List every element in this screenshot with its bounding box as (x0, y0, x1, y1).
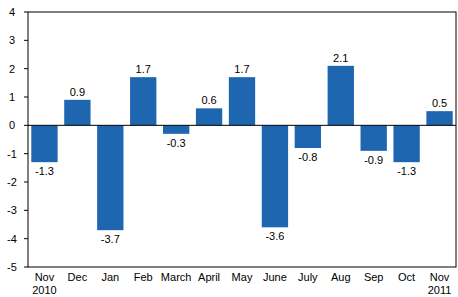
data-label: -1.3 (397, 165, 416, 177)
data-label: 1.7 (136, 63, 151, 75)
bar (393, 125, 419, 162)
x-tick-label: Aug (331, 271, 351, 283)
chart: -5 -4 -3 -2 -1 0 1 2 3 4 -1.3 0.9 -3.7 1.7 -0.3 0.6 1.7 -… (0, 0, 458, 297)
data-label: -3.6 (265, 230, 284, 242)
bar (163, 125, 189, 134)
y-tick (24, 40, 28, 41)
y-tick-label: -3 (7, 204, 17, 216)
y-tick (24, 68, 28, 69)
bar (328, 66, 354, 126)
x-tick-label: Oct (398, 271, 415, 283)
x-tick-label: Jan (101, 271, 119, 283)
data-label: 1.7 (234, 63, 249, 75)
data-label: -0.3 (167, 137, 186, 149)
bar (229, 77, 255, 125)
x-tick-label: Sep (364, 271, 384, 283)
y-tick-label: -4 (7, 233, 17, 245)
x-tick-label: Dec (68, 271, 88, 283)
bar (196, 108, 222, 125)
data-label: 2.1 (333, 52, 348, 64)
data-label: 0.9 (70, 86, 85, 98)
zero-line (28, 125, 456, 126)
x-tick-label: June (263, 271, 287, 283)
x-tick-label: July (298, 271, 318, 283)
bar (97, 125, 123, 230)
y-tick (24, 97, 28, 98)
y-tick-label: -2 (7, 176, 17, 188)
y-tick-label: 1 (9, 91, 15, 103)
y-tick (24, 210, 28, 211)
y-tick-label: -5 (7, 261, 17, 273)
y-tick-label: 2 (9, 63, 15, 75)
chart-container: -5 -4 -3 -2 -1 0 1 2 3 4 -1.3 0.9 -3.7 1.7 -0.3 0.6 1.7 -… (0, 0, 458, 297)
data-label: 0.6 (201, 94, 216, 106)
plot-frame (28, 12, 456, 267)
x-tick-label: March (161, 271, 192, 283)
y-tick (24, 12, 28, 13)
y-tick-label: 3 (9, 34, 15, 46)
y-tick-label: 4 (9, 6, 15, 18)
x-tick-label: Nov2010 (32, 271, 56, 296)
bar (426, 111, 452, 125)
bar (361, 125, 387, 151)
y-tick-label: -1 (7, 148, 17, 160)
x-tick-label: Nov2011 (428, 271, 452, 296)
bars (31, 66, 452, 230)
y-tick-label: 0 (9, 119, 15, 131)
y-tick (24, 238, 28, 239)
bar (295, 125, 321, 148)
bar (262, 125, 288, 227)
data-label: -1.3 (35, 165, 54, 177)
bar (130, 77, 156, 125)
data-label: 0.5 (432, 97, 447, 109)
x-tick-label: April (198, 271, 220, 283)
data-label: -0.9 (364, 154, 383, 166)
bar (64, 100, 90, 126)
x-tick-label: Feb (134, 271, 153, 283)
x-tick-label: May (232, 271, 253, 283)
y-tick (24, 182, 28, 183)
bar (31, 125, 57, 162)
data-label: -3.7 (101, 233, 120, 245)
y-tick (24, 153, 28, 154)
data-label: -0.8 (298, 151, 317, 163)
y-tick (24, 125, 28, 126)
y-tick (24, 267, 28, 268)
